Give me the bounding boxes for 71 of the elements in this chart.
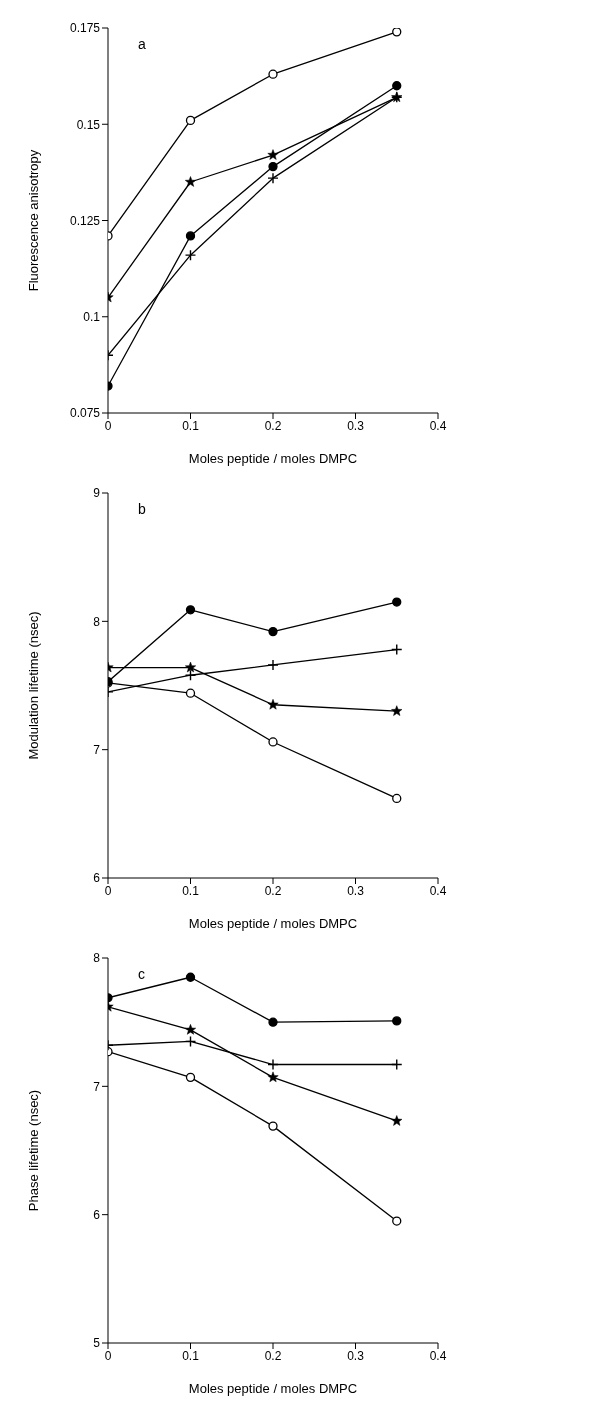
y-tick-label: 0.125 [69,213,101,228]
x-tick-label: 0.3 [347,418,365,433]
point [268,1017,278,1027]
point [185,688,196,698]
point [391,1115,403,1126]
y-tick-label: 0.075 [69,406,101,421]
x-tick-label: 0.1 [182,1348,200,1363]
point [185,176,196,187]
point [267,149,279,160]
point [267,1071,279,1083]
point [268,161,278,172]
y-axis-title: Phase lifetime (nsec) [25,1089,41,1212]
y-tick-label: 0.1 [83,310,101,325]
y-tick-label: 7 [93,1079,101,1094]
point [267,659,279,671]
annotation: b [138,501,146,517]
point [392,793,402,804]
x-axis-title: Moles peptide / moles DMPC [188,1381,358,1396]
x-tick-label: 0.1 [182,883,200,898]
x-tick-label: 0 [104,418,112,433]
point [185,115,196,126]
x-tick-label: 0.4 [429,418,447,433]
point [392,597,402,607]
point [391,643,403,656]
annotation: a [138,36,146,52]
y-tick-label: 0.175 [69,21,101,36]
point [392,28,402,37]
x-tick-label: 0.4 [429,883,447,898]
y-tick-label: 8 [93,951,101,966]
x-tick-label: 0.2 [264,883,282,898]
x-tick-label: 0.4 [429,1348,447,1363]
y-tick-label: 6 [93,1207,101,1222]
x-tick-label: 0.3 [347,883,365,898]
y-tick-label: 6 [93,871,101,886]
point [392,1216,402,1226]
point [184,1035,197,1048]
point [185,661,196,673]
point [392,1016,402,1026]
point [185,1072,196,1082]
point [185,972,196,982]
point [267,172,279,184]
point [267,1058,279,1071]
point [185,1024,196,1035]
point [184,669,197,681]
point [268,69,278,79]
x-tick-label: 0.2 [264,418,282,433]
point [268,737,278,747]
y-tick-label: 0.15 [76,117,101,132]
point [392,81,402,91]
y-tick-label: 7 [93,742,101,757]
point [391,705,403,716]
annotation: c [138,966,145,982]
x-axis-title: Moles peptide / moles DMPC [188,916,358,931]
x-tick-label: 0.3 [347,1348,365,1363]
point [268,626,278,637]
y-axis-title: Modulation lifetime (nsec) [25,611,41,760]
point [391,1058,403,1071]
point [268,1121,278,1131]
x-tick-label: 0.1 [182,418,200,433]
point [267,699,279,710]
y-tick-label: 8 [93,614,101,629]
point [185,605,196,615]
y-tick-label: 9 [93,486,101,501]
y-axis-title: Fluorescence anisotropy [25,149,41,292]
point [184,249,197,261]
x-tick-label: 0 [104,1348,112,1363]
x-tick-label: 0 [104,883,112,898]
y-tick-label: 5 [93,1336,101,1351]
x-tick-label: 0.2 [264,1348,282,1363]
x-axis-title: Moles peptide / moles DMPC [188,451,358,466]
point [185,231,196,241]
